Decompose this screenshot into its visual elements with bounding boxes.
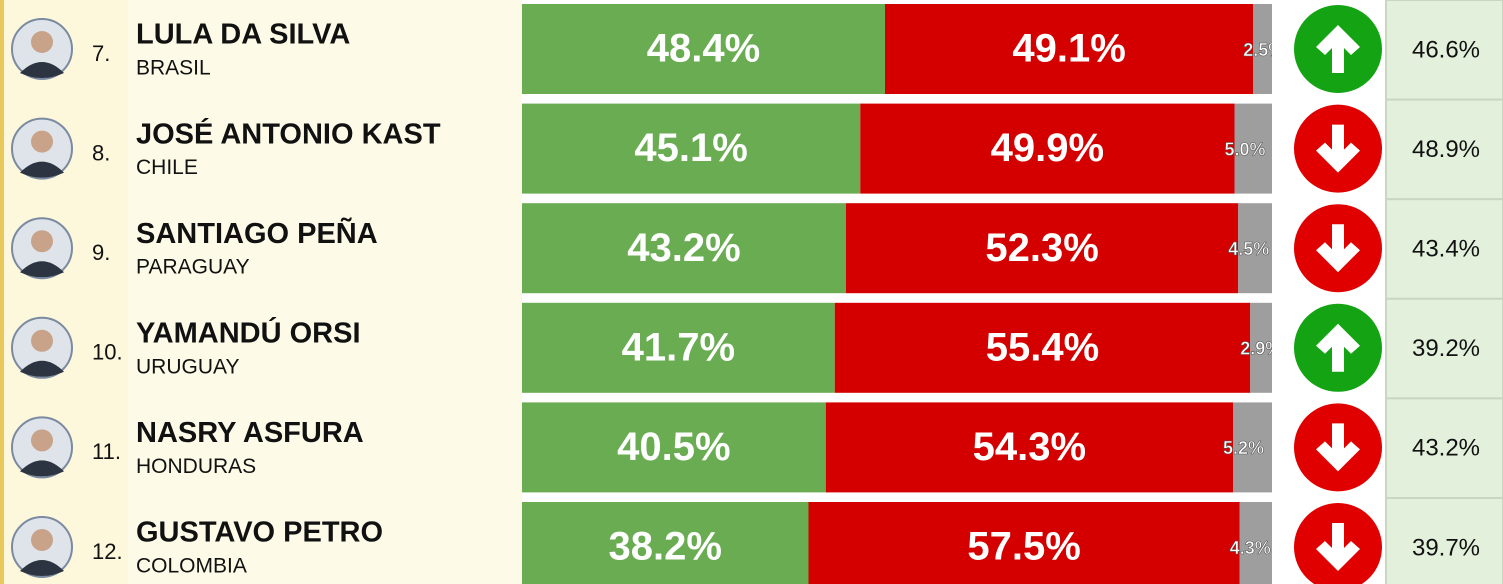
unknown-label: 5.2% [1223,438,1264,458]
previous-value: 48.9% [1412,136,1480,163]
leader-name: GUSTAVO PETRO [136,517,383,549]
approve-label: 48.4% [647,27,760,71]
approve-label: 41.7% [622,325,735,369]
disapprove-label: 54.3% [973,425,1086,469]
approve-label: 38.2% [609,525,722,569]
leader-name: SANTIAGO PEÑA [136,216,378,250]
leader-name: JOSÉ ANTONIO KAST [136,116,441,150]
country: COLOMBIA [136,555,247,578]
previous-value: 46.6% [1412,36,1480,63]
unknown-label: 4.5% [1228,239,1269,259]
avatar-head [31,131,53,153]
avatar-head [31,429,53,451]
leader-name: NASRY ASFURA [136,417,364,449]
disapprove-label: 57.5% [967,525,1080,569]
disapprove-label: 55.4% [986,325,1099,369]
avatar-column [4,0,128,584]
unknown-label: 2.5% [1243,40,1284,60]
country: BRASIL [136,57,211,80]
unknown-label: 5.0% [1225,139,1266,159]
country: CHILE [136,156,198,179]
approve-label: 43.2% [627,226,740,270]
previous-value: 43.2% [1412,435,1480,462]
leader-name: LULA DA SILVA [136,19,350,51]
unknown-label: 4.3% [1230,538,1271,558]
rank: 10. [92,340,123,365]
approve-label: 40.5% [617,425,730,469]
approval-ranking: 7. LULA DA SILVA BRASIL 48.4% 49.1% 2.5% 46.6%… [0,0,1503,584]
rank: 7. [92,41,110,66]
approve-label: 45.1% [634,126,747,170]
country: HONDURAS [136,455,256,478]
leader-name: YAMANDÚ ORSI [136,315,361,349]
left-border [0,0,4,584]
rank: 9. [92,240,110,265]
disapprove-label: 49.1% [1012,27,1125,71]
avatar-head [31,31,53,53]
avatar-head [31,230,53,252]
previous-value: 39.2% [1412,335,1480,362]
rank: 8. [92,140,110,165]
previous-value: 39.7% [1412,534,1480,561]
page: 7. LULA DA SILVA BRASIL 48.4% 49.1% 2.5% 46.6%… [0,0,1503,584]
avatar-head [31,330,53,352]
avatar-head [31,529,53,551]
rank: 11. [92,439,121,464]
previous-value: 43.4% [1412,236,1480,263]
unknown-label: 2.9% [1240,339,1281,359]
disapprove-label: 49.9% [991,126,1104,170]
rank: 12. [92,539,123,564]
disapprove-label: 52.3% [985,226,1098,270]
country: URUGUAY [136,355,239,378]
country: PARAGUAY [136,256,250,279]
